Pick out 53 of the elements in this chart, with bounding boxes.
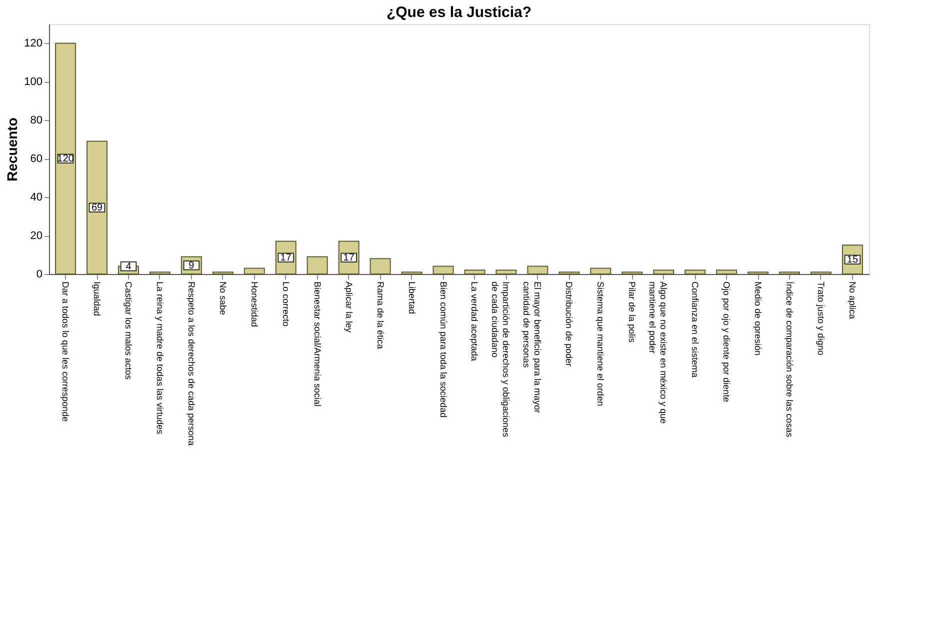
y-axis-title: Recuento xyxy=(4,118,20,182)
bar xyxy=(684,270,706,274)
x-tick-label: Igualdad xyxy=(92,282,102,316)
data-label: 4 xyxy=(126,261,132,272)
x-tick-label: No sabe xyxy=(218,282,228,316)
x-tick-label: Dar a todos lo que les corresponde xyxy=(60,282,71,422)
bar xyxy=(432,266,454,274)
data-label: 69 xyxy=(91,202,104,214)
bar xyxy=(86,140,108,274)
y-tick-label: 100 xyxy=(24,76,42,88)
data-label: 17 xyxy=(343,252,355,264)
x-tick-label: Medio de opresión xyxy=(753,282,764,356)
x-tick-label: Algo que no existe en méxico y que mantiene el poder xyxy=(648,282,669,424)
x-tick-label: Sistema que mantiene el orden xyxy=(596,282,606,406)
x-tick-label: No aplica xyxy=(847,282,858,320)
bar xyxy=(527,266,548,274)
y-tick-label: 60 xyxy=(30,153,42,166)
x-tick-label: Aplicar la ley xyxy=(344,282,354,334)
chart-title: ¿Que es la Justicia? xyxy=(386,4,532,21)
x-tick-label: Impartición de derechos y obligaciones de cada ciudadano xyxy=(490,282,512,438)
x-tick-label: Lo correcto xyxy=(280,282,291,327)
bar xyxy=(55,42,76,274)
bar xyxy=(370,258,391,274)
x-tick-label: Ojo por ojo y diente por diente xyxy=(722,282,732,402)
data-label: 15 xyxy=(846,254,858,266)
y-tick-label: 20 xyxy=(30,230,42,242)
x-tick-label: Libertad xyxy=(406,282,417,314)
y-tick-label: 40 xyxy=(30,192,42,204)
data-label: 17 xyxy=(280,252,292,264)
x-tick-label: Índice de comparación sobre las cosas xyxy=(784,282,795,438)
data-label: 9 xyxy=(188,260,195,272)
bar xyxy=(244,268,265,274)
bar xyxy=(306,256,328,274)
x-tick-label: Pilar de la polis xyxy=(627,282,638,344)
x-tick-label: Rama de la ética xyxy=(375,282,386,350)
bar xyxy=(716,270,738,274)
x-tick-label: Bienestar social/Armenia social xyxy=(312,282,322,407)
y-tick-label: 0 xyxy=(36,268,42,280)
x-tick-label: Castigar los malos actos xyxy=(123,282,134,380)
x-tick-label: La reina y madre de todas las virtudes xyxy=(154,282,165,435)
x-tick-label: Respeto a los derechos de cada persona xyxy=(186,282,196,446)
x-tick-label: Bien común para toda la sociedad xyxy=(438,282,448,418)
y-tick-label: 120 xyxy=(24,38,42,50)
x-tick-label: Confianza en el sistema xyxy=(690,282,700,378)
x-tick-label: Trato justo y digno xyxy=(816,282,826,356)
x-tick-label: La verdad aceptada xyxy=(470,282,480,362)
bar xyxy=(653,270,674,274)
x-tick-label: Honestidad xyxy=(249,282,260,328)
bar xyxy=(496,270,517,274)
bar xyxy=(464,270,486,274)
bar xyxy=(590,268,612,274)
y-tick-label: 80 xyxy=(30,114,42,127)
x-tick-label: Distribución de poder xyxy=(564,282,574,367)
